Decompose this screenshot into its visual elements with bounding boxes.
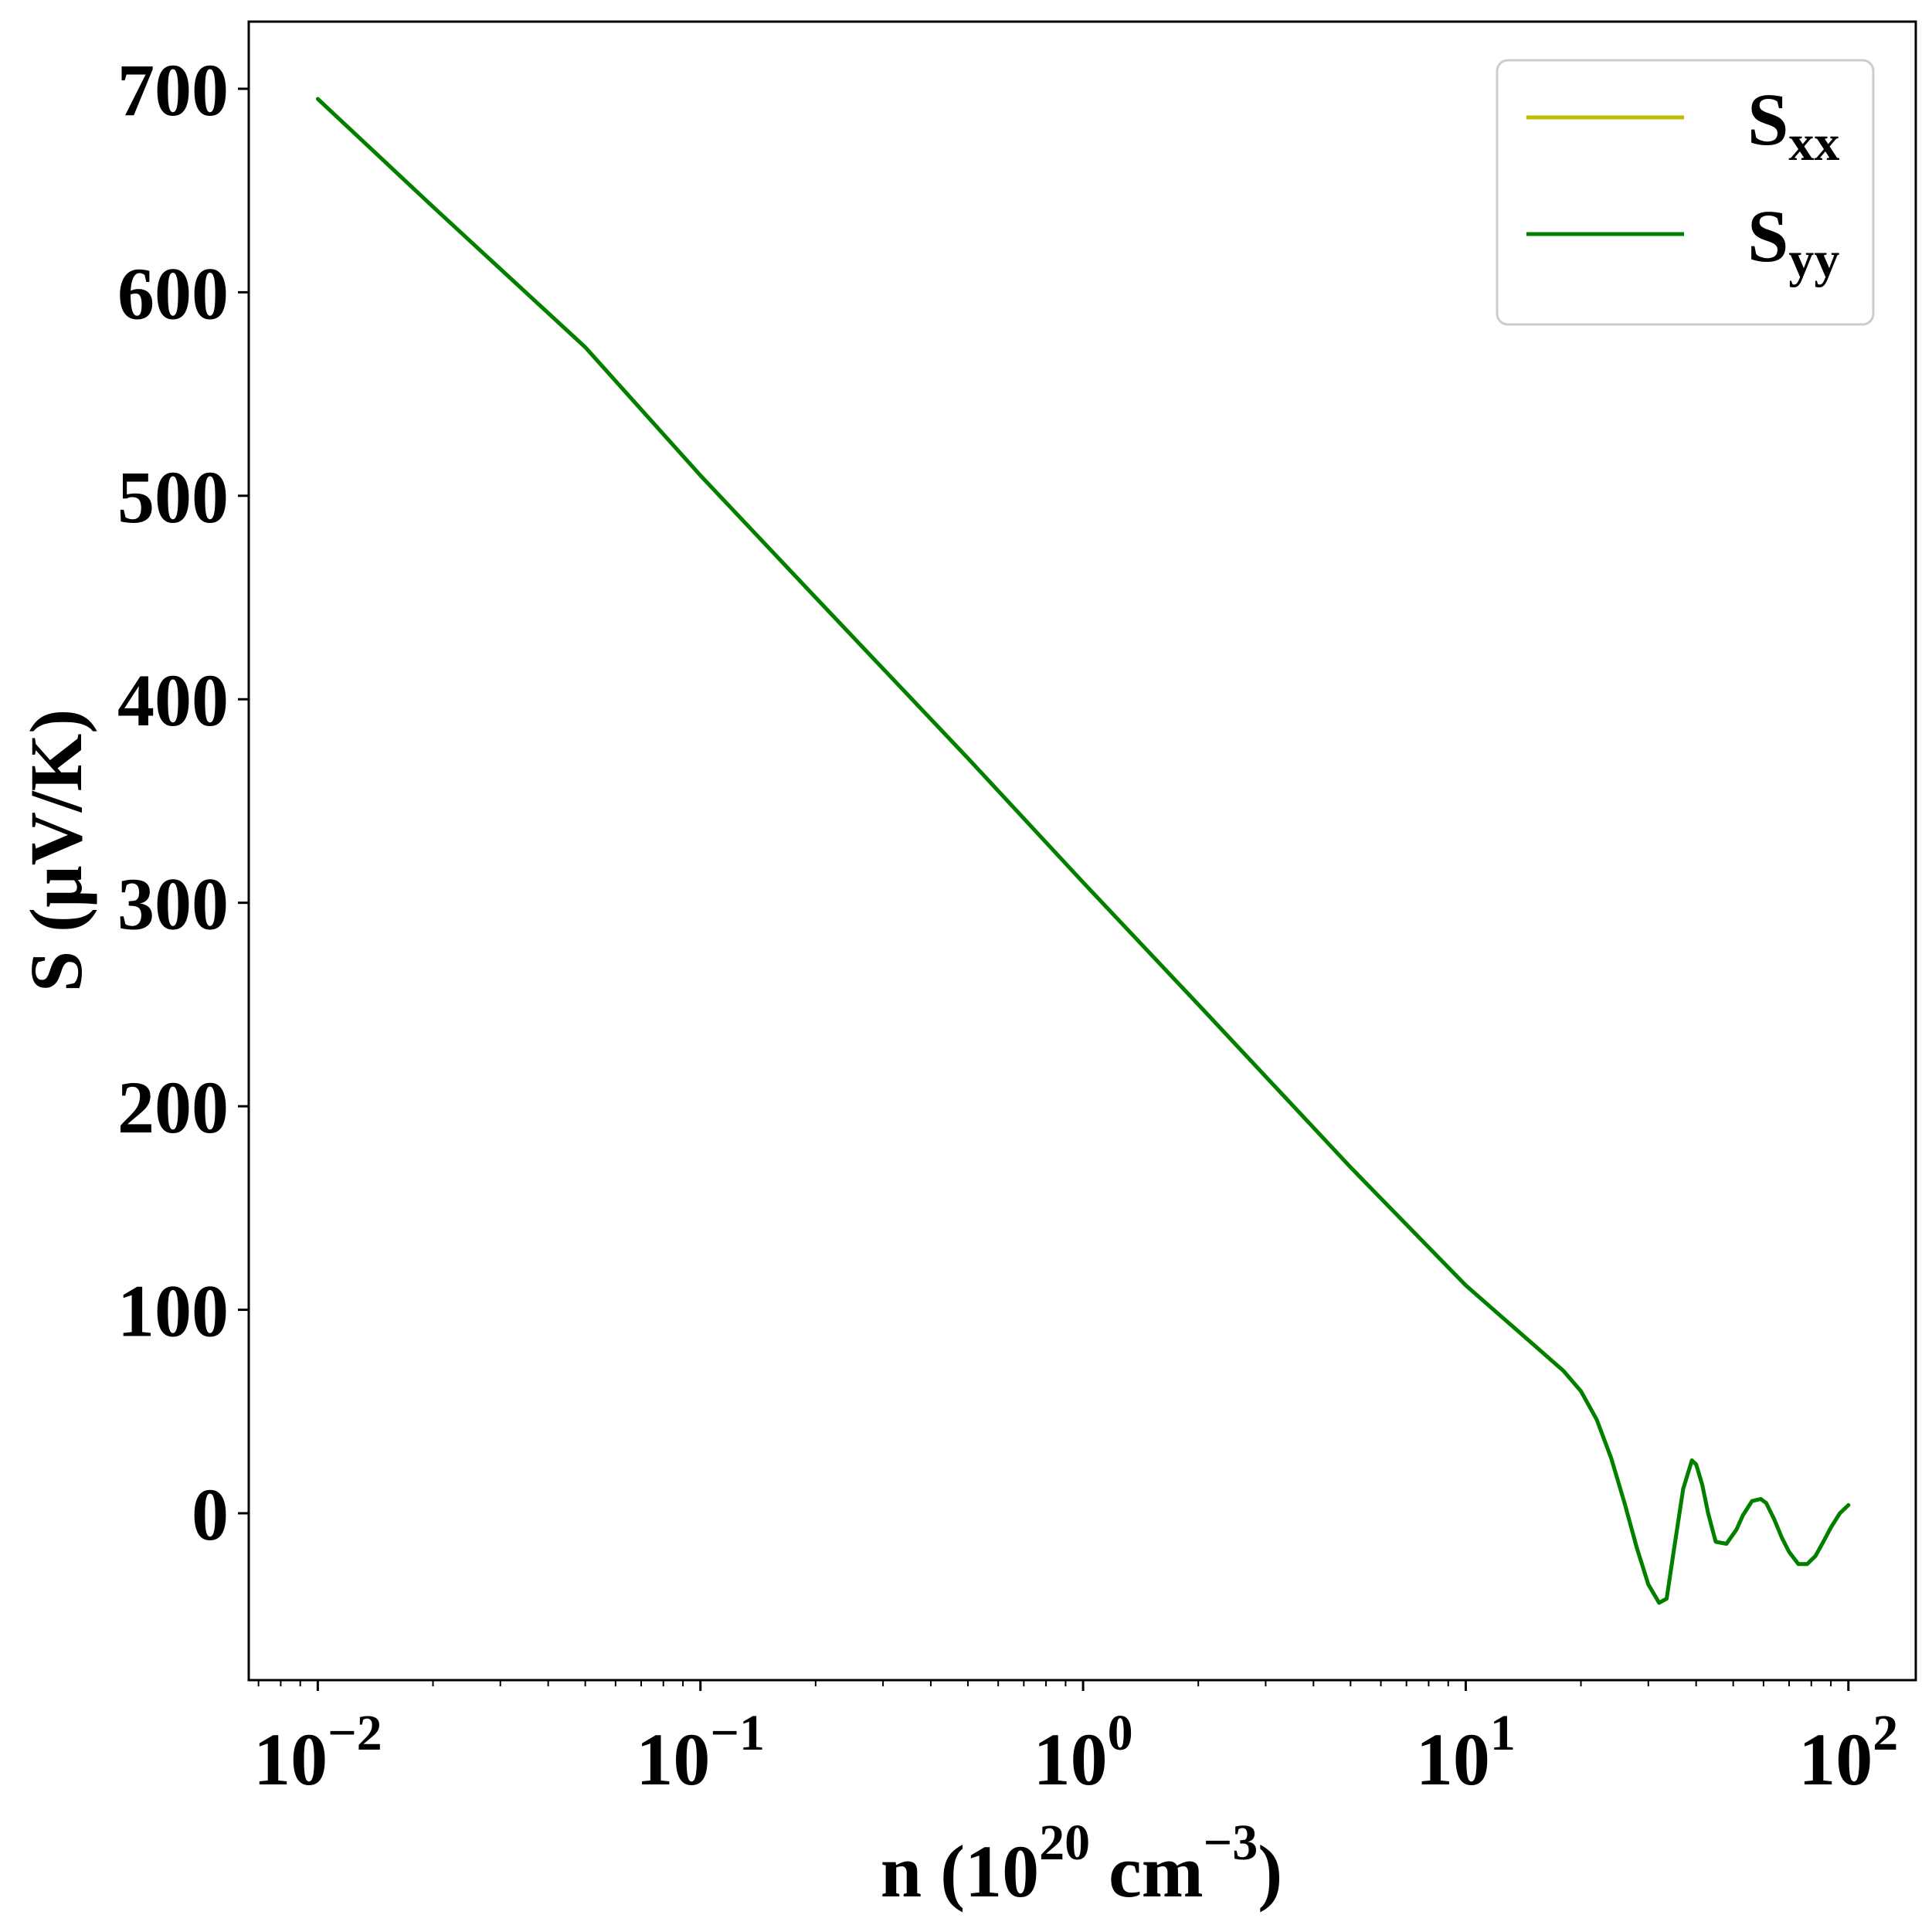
legend-label-syy-sub: yy: [1788, 232, 1839, 288]
y-tick-label: 0: [192, 1473, 229, 1556]
x-axis-label-mid: cm: [1090, 1830, 1204, 1913]
x-tick-exponent: −1: [710, 1705, 765, 1761]
x-tick-base: 10: [1034, 1718, 1108, 1801]
x-tick-base: 10: [253, 1718, 328, 1801]
y-tick-label: 500: [117, 456, 229, 538]
y-axis-label: S (μV/K): [15, 709, 97, 992]
legend-label-syy: Syy: [1747, 195, 1839, 288]
legend-label-syy-main: S: [1747, 195, 1788, 277]
y-tick-label: 300: [117, 863, 229, 946]
x-tick-label: 10−2: [253, 1705, 382, 1801]
legend-label-sxx-main: S: [1747, 78, 1788, 161]
x-axis-ticks: 10−2 10−1 100 101 102: [253, 1680, 1898, 1801]
series-lines: [315, 97, 1851, 1605]
x-axis-label-main: n (10: [881, 1830, 1039, 1913]
x-axis-label: n (1020 cm−3): [881, 1815, 1283, 1913]
x-axis-label-end: ): [1258, 1830, 1282, 1913]
x-tick-label: 10−1: [636, 1705, 765, 1801]
y-tick-label: 600: [117, 252, 229, 334]
x-axis-label-sup2: −3: [1204, 1815, 1258, 1871]
legend-label-sxx-sub: xx: [1788, 115, 1839, 171]
y-tick-label: 200: [117, 1066, 229, 1149]
y-tick-label: 100: [117, 1270, 229, 1353]
x-tick-base: 10: [1798, 1718, 1873, 1801]
legend-label-sxx: Sxx: [1747, 78, 1839, 171]
legend: Sxx Syy: [1496, 59, 1875, 326]
series-line-s-yy: [315, 97, 1851, 1605]
x-tick-label: 101: [1416, 1705, 1516, 1801]
x-tick-exponent: 1: [1490, 1705, 1516, 1761]
y-tick-label: 700: [117, 49, 229, 131]
x-tick-label: 100: [1034, 1705, 1133, 1801]
x-axis-label-sup1: 20: [1039, 1815, 1090, 1871]
y-tick-label: 400: [117, 659, 229, 742]
legend-frame: [1496, 59, 1875, 326]
x-tick-label: 102: [1798, 1705, 1898, 1801]
x-tick-base: 10: [636, 1718, 710, 1801]
x-tick-exponent: 0: [1108, 1705, 1133, 1761]
y-axis-ticks: 0 100 200 300 400 500 600 700: [117, 49, 249, 1556]
x-tick-base: 10: [1416, 1718, 1490, 1801]
x-tick-exponent: −2: [328, 1705, 382, 1761]
x-tick-exponent: 2: [1873, 1705, 1898, 1761]
